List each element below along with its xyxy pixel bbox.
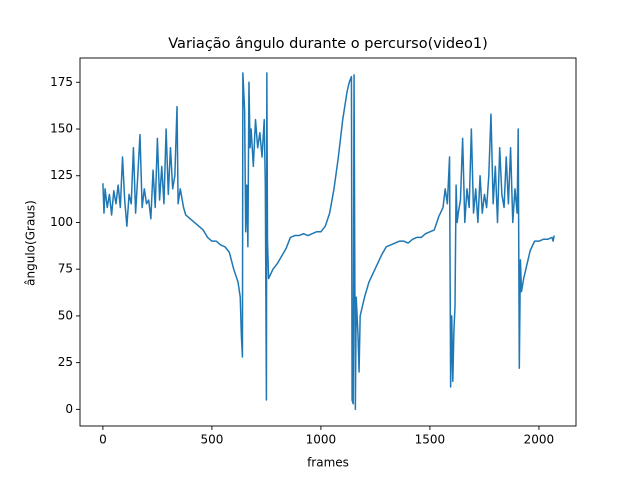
- y-tick-label: 175: [50, 75, 73, 89]
- y-tick-label: 100: [50, 215, 73, 229]
- plot-area: [102, 72, 555, 411]
- x-tick-label: 1000: [306, 433, 337, 447]
- y-tick-label: 75: [58, 262, 73, 276]
- chart-title: Variação ângulo durante o percurso(video…: [168, 36, 487, 52]
- y-tick-label: 50: [58, 308, 73, 322]
- y-tick-label: 25: [58, 355, 73, 369]
- x-tick-label: 500: [200, 433, 223, 447]
- x-tick-label: 1500: [415, 433, 446, 447]
- y-tick-label: 125: [50, 168, 73, 182]
- data-line: [102, 72, 555, 411]
- y-axis-label: ângulo(Graus): [24, 200, 38, 286]
- x-axis-label: frames: [307, 456, 349, 470]
- y-tick-label: 150: [50, 122, 73, 136]
- axes-frame: [79, 57, 577, 427]
- x-tick-label: 0: [99, 433, 107, 447]
- x-tick-label: 2000: [524, 433, 555, 447]
- y-tick-label: 0: [65, 402, 73, 416]
